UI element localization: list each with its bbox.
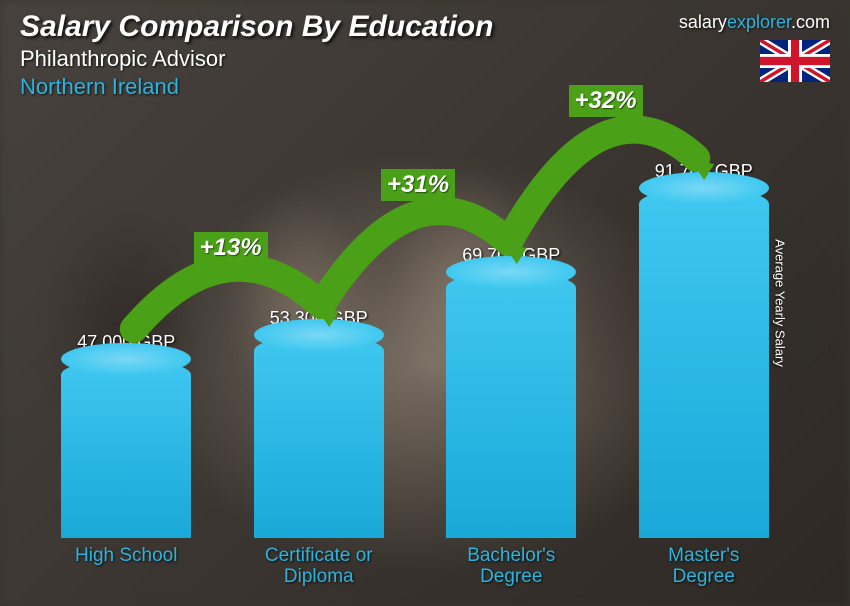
category-label: High School: [40, 546, 213, 588]
increment-badge: +32%: [569, 85, 643, 117]
bar-top-face: [254, 319, 384, 351]
page-title: Salary Comparison By Education: [20, 10, 493, 44]
content: Salary Comparison By Education Philanthr…: [0, 0, 850, 606]
uk-flag-icon: [760, 40, 830, 82]
bar-3d: [639, 188, 769, 538]
bar-top-face: [639, 172, 769, 204]
increment-badge: +13%: [194, 232, 268, 264]
brand-pre: salary: [679, 12, 727, 32]
category-label: Certificate orDiploma: [233, 546, 406, 588]
category-label: Bachelor'sDegree: [425, 546, 598, 588]
bar-top-face: [61, 343, 191, 375]
bar-front-face: [254, 335, 384, 538]
bar-front-face: [61, 359, 191, 538]
bar-3: 91,700 GBP: [618, 161, 791, 538]
subtitle-role: Philanthropic Advisor: [20, 46, 493, 72]
bar-front-face: [446, 272, 576, 538]
brand-post: .com: [791, 12, 830, 32]
bar-top-face: [446, 256, 576, 288]
bar-3d: [446, 272, 576, 538]
category-labels: High School Certificate orDiploma Bachelor…: [40, 546, 790, 588]
category-label: Master'sDegree: [618, 546, 791, 588]
bar-0: 47,000 GBP: [40, 332, 213, 538]
bar-1: 53,300 GBP: [233, 308, 406, 538]
increment-badge: +31%: [381, 169, 455, 201]
bar-2: 69,700 GBP: [425, 245, 598, 538]
bar-3d: [254, 335, 384, 538]
subtitle-region: Northern Ireland: [20, 74, 493, 100]
bar-3d: [61, 359, 191, 538]
brand-mid: explorer: [727, 12, 791, 32]
brand-logo: salaryexplorer.com: [679, 12, 830, 33]
title-block: Salary Comparison By Education Philanthr…: [20, 10, 493, 100]
bar-front-face: [639, 188, 769, 538]
chart-area: 47,000 GBP53,300 GBP69,700 GBP91,700 GBP…: [40, 120, 790, 588]
